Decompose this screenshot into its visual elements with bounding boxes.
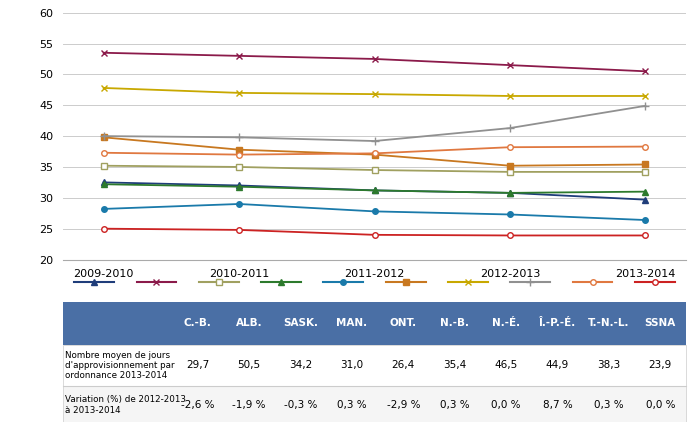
- Text: C.-B.: C.-B.: [184, 318, 211, 328]
- Text: -2,6 %: -2,6 %: [181, 400, 214, 410]
- Text: 50,5: 50,5: [237, 360, 260, 371]
- Text: 0,3 %: 0,3 %: [440, 400, 470, 410]
- Text: 31,0: 31,0: [340, 360, 363, 371]
- Text: 0,3 %: 0,3 %: [594, 400, 624, 410]
- Text: 0,3 %: 0,3 %: [337, 400, 367, 410]
- Text: SASK.: SASK.: [283, 318, 318, 328]
- Text: 29,7: 29,7: [186, 360, 209, 371]
- Text: 26,4: 26,4: [392, 360, 415, 371]
- Text: -1,9 %: -1,9 %: [232, 400, 266, 410]
- FancyBboxPatch shape: [63, 386, 686, 422]
- Text: MAN.: MAN.: [337, 318, 368, 328]
- FancyBboxPatch shape: [63, 345, 686, 386]
- Text: 35,4: 35,4: [443, 360, 466, 371]
- Text: 34,2: 34,2: [289, 360, 312, 371]
- FancyBboxPatch shape: [63, 302, 686, 345]
- Text: Variation (%) de 2012-2013
à 2013-2014: Variation (%) de 2012-2013 à 2013-2014: [65, 395, 186, 415]
- Text: 38,3: 38,3: [597, 360, 620, 371]
- Text: 46,5: 46,5: [494, 360, 518, 371]
- Text: 44,9: 44,9: [546, 360, 569, 371]
- Text: 23,9: 23,9: [649, 360, 672, 371]
- Text: 0,0 %: 0,0 %: [645, 400, 675, 410]
- Text: Î.-P.-É.: Î.-P.-É.: [539, 318, 576, 328]
- Text: T.-N.-L.: T.-N.-L.: [588, 318, 630, 328]
- Text: ONT.: ONT.: [390, 318, 417, 328]
- Text: 0,0 %: 0,0 %: [491, 400, 521, 410]
- Text: ALB.: ALB.: [236, 318, 262, 328]
- Text: -2,9 %: -2,9 %: [386, 400, 420, 410]
- Text: N.-É.: N.-É.: [492, 318, 520, 328]
- Text: 8,7 %: 8,7 %: [542, 400, 573, 410]
- Text: N.-B.: N.-B.: [440, 318, 469, 328]
- Text: -0,3 %: -0,3 %: [284, 400, 317, 410]
- Text: Nombre moyen de jours
d'approvisionnement par
ordonnance 2013-2014: Nombre moyen de jours d'approvisionnemen…: [65, 351, 174, 380]
- Text: SSNA: SSNA: [645, 318, 676, 328]
